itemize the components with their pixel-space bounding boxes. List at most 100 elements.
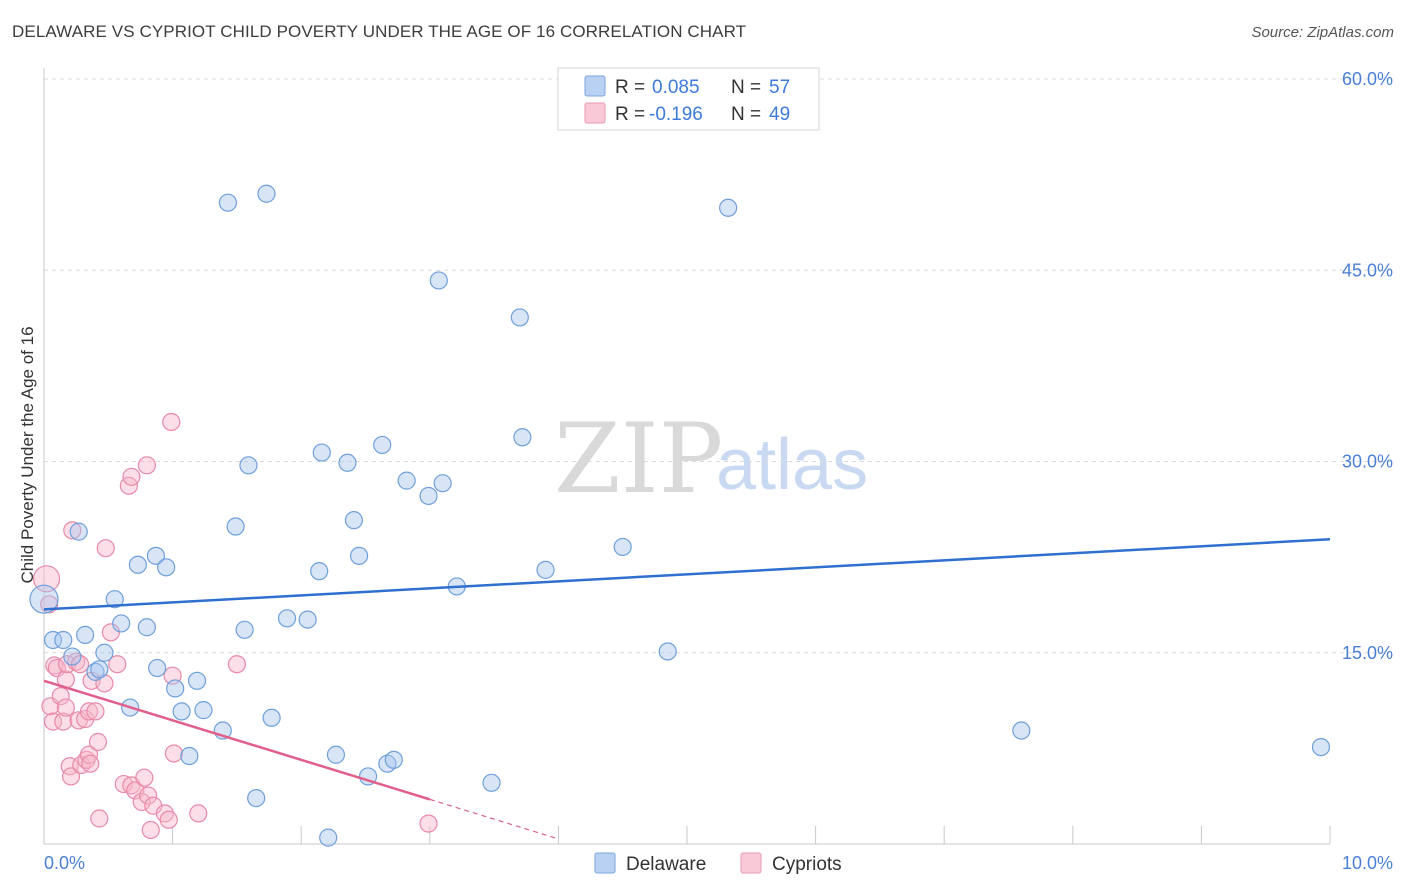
- delaware-point: [218, 193, 237, 212]
- y-tick-label: 60.0%: [1342, 69, 1393, 89]
- cypriots-point: [54, 712, 73, 731]
- delaware-point: [310, 562, 329, 581]
- delaware-point: [277, 609, 297, 628]
- delaware-point: [513, 428, 532, 447]
- delaware-point: [166, 679, 185, 698]
- delaware-point: [172, 702, 191, 721]
- legend-n-value-2: 49: [769, 104, 790, 125]
- trend-lines: [43, 538, 1331, 840]
- cypriots-point: [70, 655, 90, 674]
- cypriots-point: [86, 702, 105, 721]
- delaware-point: [312, 443, 331, 462]
- delaware-point: [384, 750, 403, 769]
- delaware-points: [29, 184, 1331, 847]
- cypriots-point: [45, 656, 64, 675]
- delaware-point: [105, 590, 124, 609]
- tick-labels: 15.0% 30.0% 45.0% 60.0% 0.0% 10.0%: [44, 69, 1393, 873]
- delaware-point: [194, 701, 213, 720]
- cypriots-point: [43, 712, 63, 731]
- delaware-point: [76, 625, 95, 645]
- cypriots-point: [189, 804, 208, 823]
- delaware-point: [344, 511, 364, 530]
- watermark-atlas: atlas: [716, 425, 868, 505]
- cypriots-point: [101, 623, 120, 642]
- delaware-point: [1311, 737, 1331, 757]
- delaware-point: [235, 620, 254, 639]
- delaware-point: [319, 828, 338, 847]
- correlation-legend: R = 0.085 N = 57 R = -0.196 N = 49: [557, 67, 820, 131]
- watermark-zip: ZIP: [554, 403, 723, 515]
- cypriots-point: [137, 456, 156, 475]
- legend-n-label-2: N =: [731, 104, 761, 125]
- delaware-point: [433, 474, 452, 493]
- delaware-point: [429, 271, 448, 290]
- delaware-point: [95, 643, 114, 662]
- delaware-point: [43, 630, 63, 650]
- cypriots-point: [419, 814, 438, 833]
- cypriots-point: [90, 809, 109, 828]
- delaware-point: [29, 584, 59, 614]
- x-tick-label: 10.0%: [1342, 853, 1393, 873]
- delaware-point: [658, 642, 677, 661]
- delaware-point: [419, 486, 438, 506]
- delaware-point: [63, 647, 82, 666]
- legend-swatch-delaware: [584, 75, 606, 97]
- y-tick-label: 15.0%: [1342, 643, 1393, 663]
- delaware-point: [90, 660, 109, 679]
- cypriots-point: [141, 820, 160, 840]
- y-axis-label: Child Poverty Under the Age of 16: [18, 326, 37, 583]
- delaware-point: [536, 560, 555, 579]
- delaware-point: [257, 184, 276, 203]
- gridlines: [44, 78, 1394, 654]
- delaware-point: [112, 614, 131, 633]
- cypriots-point: [56, 698, 75, 717]
- source-label: Source: ZipAtlas.com: [1251, 24, 1394, 41]
- delaware-point: [54, 630, 73, 650]
- cypriots-point: [61, 767, 81, 786]
- delaware-point: [180, 746, 199, 766]
- cypriots-trend-extension: [429, 798, 559, 840]
- x-tick-label: 0.0%: [44, 853, 85, 873]
- legend-swatch-cypriots: [584, 102, 606, 124]
- cypriots-point: [227, 655, 246, 674]
- cypriots-point: [88, 732, 108, 752]
- delaware-point: [613, 537, 632, 557]
- legend-r-value-2: -0.196: [649, 104, 703, 125]
- delaware-point: [349, 546, 369, 565]
- series-legend: Delaware Cypriots: [594, 852, 842, 875]
- delaware-point: [373, 435, 392, 455]
- y-tick-label: 45.0%: [1342, 260, 1393, 280]
- legend-r-label-2: R =: [615, 104, 645, 125]
- delaware-point: [262, 708, 281, 727]
- cypriots-point: [122, 467, 141, 486]
- cypriots-point: [79, 702, 99, 721]
- cypriots-point: [51, 686, 70, 706]
- delaware-point: [298, 610, 317, 629]
- delaware-point: [226, 517, 245, 536]
- legend-r-value-1: 0.085: [652, 77, 700, 98]
- delaware-point: [1012, 721, 1031, 740]
- cypriots-point: [114, 774, 133, 794]
- delaware-point: [69, 522, 88, 541]
- delaware-point: [397, 471, 416, 490]
- cypriots-point: [139, 786, 158, 805]
- cypriots-point: [159, 810, 178, 829]
- cypriots-trend-line: [43, 679, 431, 801]
- cypriots-point: [81, 754, 100, 773]
- cypriots-point: [108, 655, 127, 674]
- delaware-point: [338, 453, 357, 472]
- legend-n-value-1: 57: [769, 77, 790, 98]
- delaware-point: [482, 773, 501, 792]
- cypriots-points: [32, 412, 438, 840]
- delaware-point: [148, 658, 167, 678]
- cypriots-point: [135, 768, 154, 787]
- delaware-point: [128, 555, 147, 574]
- bottom-legend-delaware: Delaware: [626, 854, 706, 875]
- bottom-legend-swatch-cypriots: [740, 852, 762, 874]
- cypriots-point: [63, 521, 82, 540]
- bottom-legend-cypriots: Cypriots: [772, 854, 842, 875]
- delaware-point: [510, 308, 529, 327]
- delaware-point: [146, 546, 165, 565]
- cypriots-point: [69, 711, 88, 730]
